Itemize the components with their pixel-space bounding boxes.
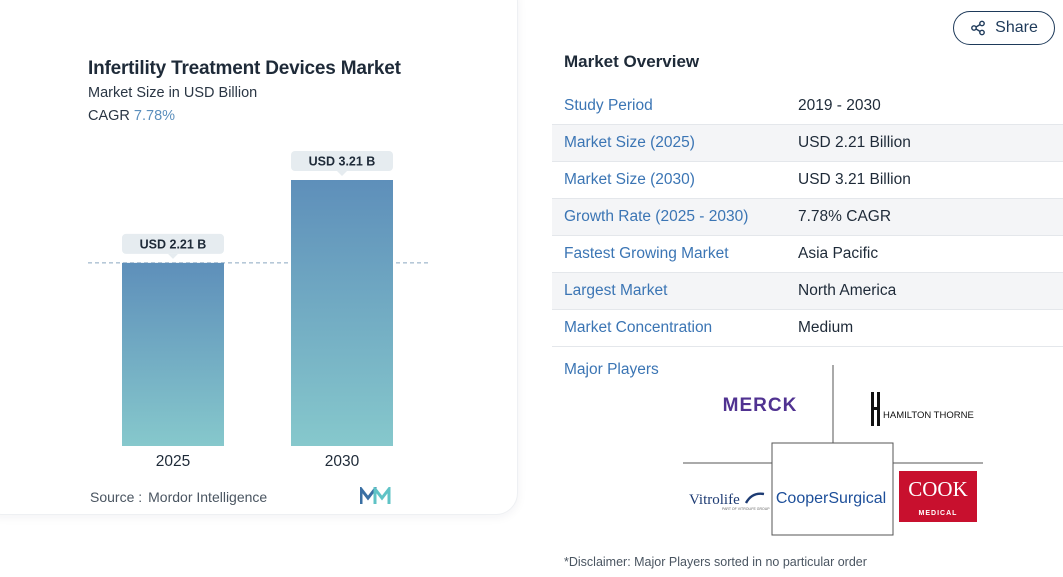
overview-row: Market Size (2025) USD 2.21 Billion [552, 125, 1063, 162]
major-players-title: Major Players [564, 361, 659, 378]
cook-sub: MEDICAL [919, 510, 958, 517]
overview-row-label: Growth Rate (2025 - 2030) [564, 208, 749, 225]
vitrolife-logo: Vitrolife [689, 492, 740, 508]
hamilton-logo-icon [871, 392, 874, 426]
bar-chart: USD 2.21 B 2025 USD 3.21 B 2030 [88, 151, 430, 470]
overview-row-label: Study Period [564, 97, 653, 114]
disclaimer: *Disclaimer: Major Players sorted in no … [564, 555, 867, 569]
overview-row-value: USD 3.21 Billion [798, 171, 911, 188]
data-label-bg [291, 151, 393, 171]
cook-logo: COOK [908, 477, 968, 501]
overview-row-label: Market Size (2025) [564, 134, 695, 151]
share-label: Share [995, 19, 1038, 36]
data-label-pointer [168, 253, 178, 259]
chart-card [0, 0, 518, 515]
overview-row-label: Market Size (2030) [564, 171, 695, 188]
overview-row: Market Size (2030) USD 3.21 Billion [552, 162, 1063, 199]
overview-title: Market Overview [564, 52, 700, 71]
overview-row-value: USD 2.21 Billion [798, 134, 911, 151]
overview-row: Fastest Growing Market Asia Pacific [552, 236, 1063, 273]
overview-row-value: Medium [798, 319, 854, 336]
x-tick-label: 2030 [325, 453, 360, 470]
x-tick-label: 2025 [156, 453, 190, 470]
cagr-label: CAGR [88, 108, 130, 124]
source-value: Mordor Intelligence [148, 489, 268, 505]
data-label-pointer [337, 171, 347, 176]
overview-row-label: Market Concentration [564, 319, 713, 336]
overview-row-value: Asia Pacific [798, 245, 879, 262]
hamilton-logo: HAMILTON THORNE [883, 410, 974, 421]
bar-2030 [291, 180, 393, 446]
vitrolife-sub: PART OF VITROLIFE GROUP [722, 507, 770, 511]
cook-logo-icon [899, 471, 977, 522]
overview-row-value: North America [798, 282, 897, 299]
overview-table: Study Period 2019 - 2030 Market Size (2025… [552, 88, 1063, 347]
source-label: Source : [90, 489, 143, 505]
overview-row-value: 7.78% CAGR [798, 208, 892, 225]
chart-subtitle: Market Size in USD Billion [88, 85, 258, 101]
chart-source: Source : Mordor Intelligence [90, 489, 267, 505]
chart-title: Infertility Treatment Devices Market [88, 58, 401, 79]
merck-logo: MERCK [723, 395, 798, 416]
bar-2025 [122, 262, 224, 446]
overview-row: Largest Market North America [552, 273, 1063, 310]
overview-row-label: Largest Market [564, 282, 668, 299]
share-icon [971, 20, 986, 36]
overview-row-label: Fastest Growing Market [564, 245, 729, 262]
cagr-value: 7.78% [133, 108, 176, 124]
overview-row: Study Period 2019 - 2030 [552, 88, 1063, 125]
overview-row: Market Concentration Medium [552, 310, 1063, 347]
overview-row-value: 2019 - 2030 [798, 97, 881, 114]
overview-row: Growth Rate (2025 - 2030) 7.78% CAGR [552, 199, 1063, 236]
chart-cagr: CAGR 7.78% [88, 108, 175, 124]
data-label: USD 3.21 B [309, 155, 376, 169]
data-label-bg [122, 233, 224, 254]
coopersurgical-logo: CooperSurgical [776, 490, 886, 507]
mordor-logo-icon [360, 487, 391, 504]
data-label: USD 2.21 B [140, 237, 207, 251]
share-button[interactable]: Share [953, 11, 1055, 45]
vitrolife-mark-icon [744, 492, 765, 504]
